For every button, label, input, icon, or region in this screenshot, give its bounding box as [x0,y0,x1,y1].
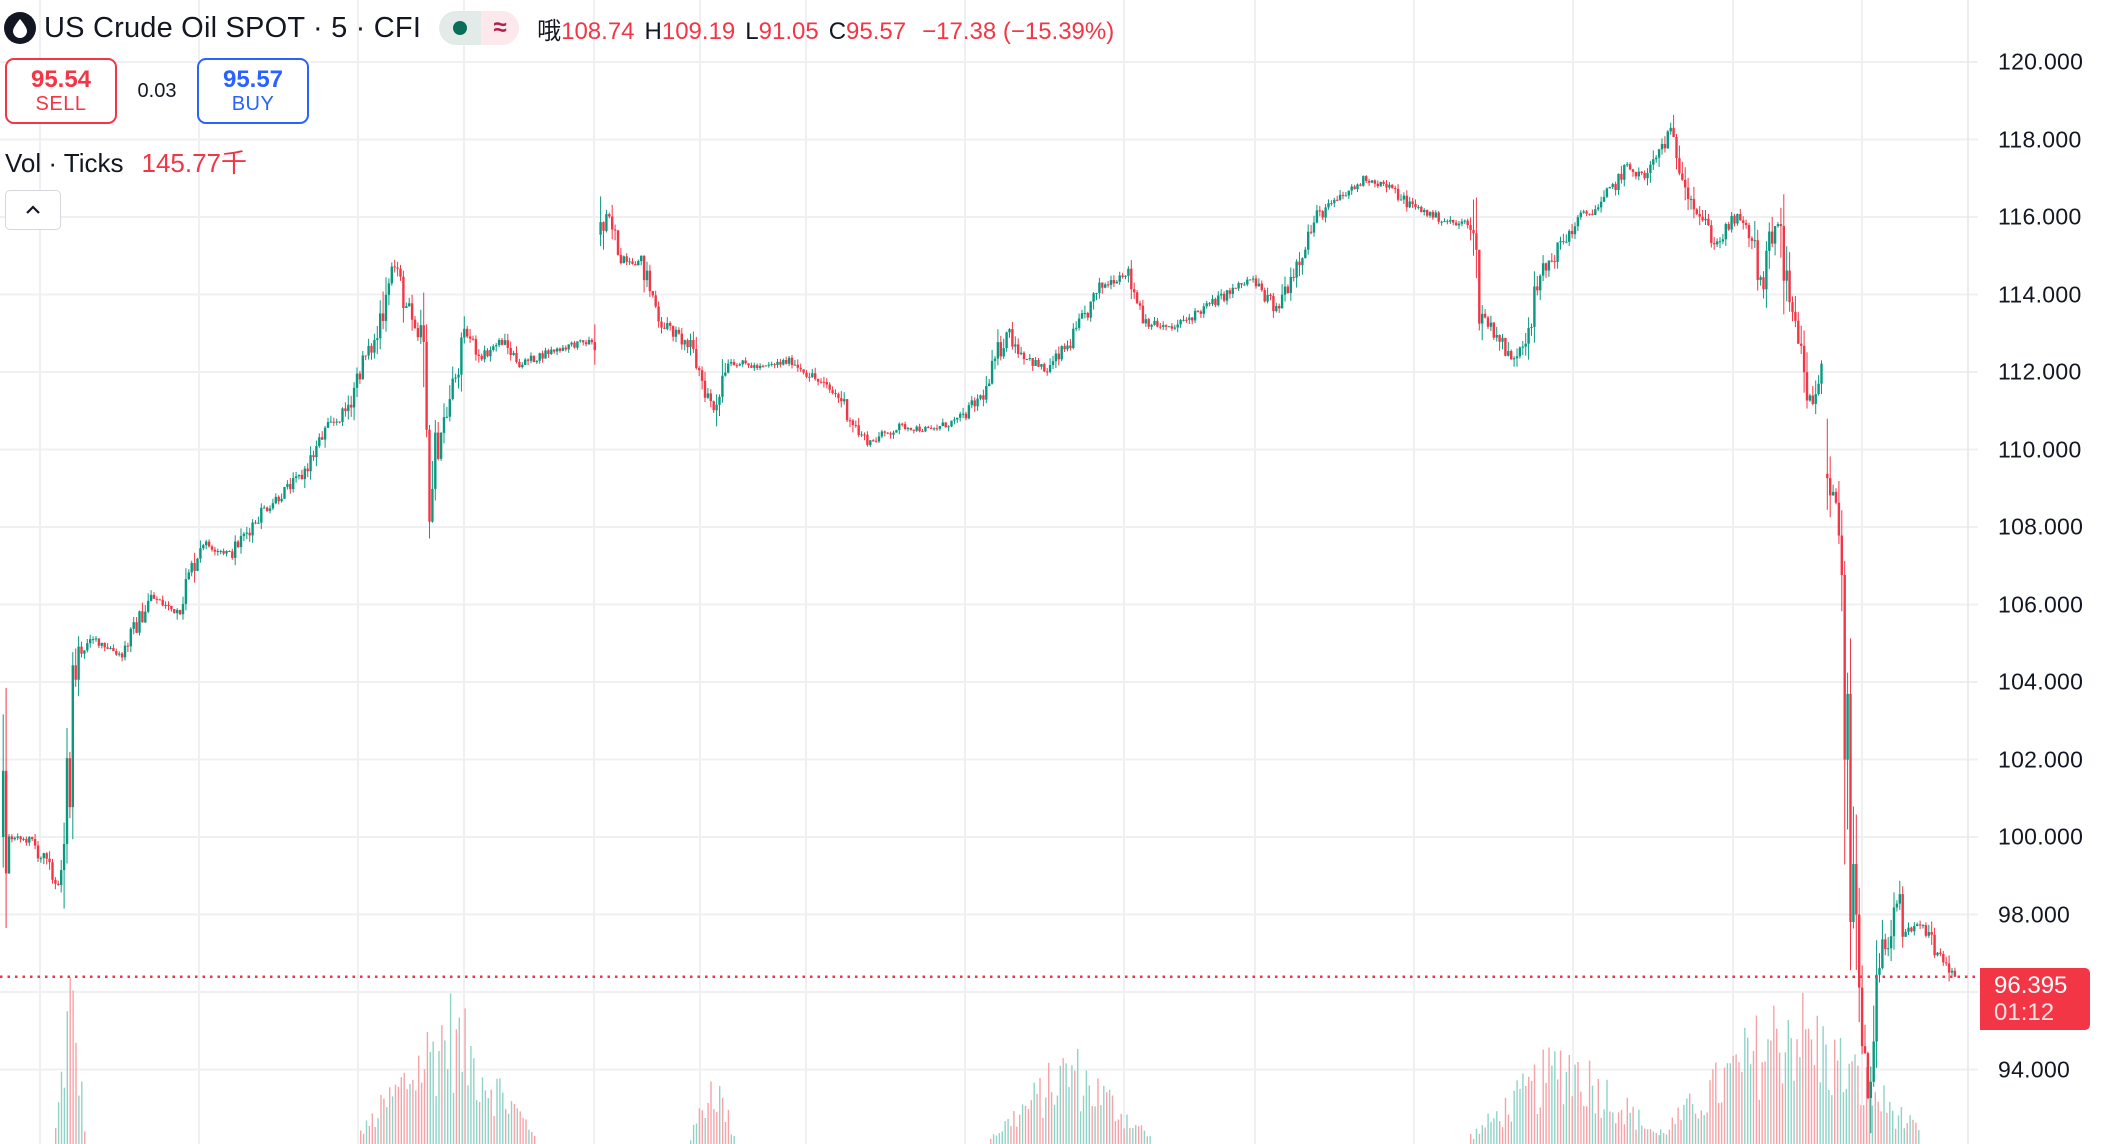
volume-label: Vol · Ticks [5,148,124,178]
chevron-up-icon [26,205,40,214]
collapse-legend-button[interactable] [5,190,61,230]
last-price: 96.395 [1994,972,2068,999]
symbol-title[interactable]: US Crude Oil SPOT · 5 · CFI [44,11,422,44]
price-axis-label: 118.000 [1998,126,2082,152]
price-axis-label: 102.000 [1998,746,2084,772]
sell-button[interactable]: 95.54 SELL [5,58,117,124]
price-axis-label: 112.000 [1998,358,2082,385]
price-axis-label: 110.000 [1998,436,2082,462]
change-value: −17.38 (−15.39%) [922,17,1115,45]
high-value: 109.19 [661,17,736,45]
price-axis-label: 106.000 [1998,591,2084,617]
price-axis-label: 108.000 [1998,513,2084,540]
low-value: 91.05 [758,17,819,45]
volume-legend[interactable]: Vol · Ticks 145.77千 [5,143,247,180]
close-value: 95.57 [846,17,907,45]
last-price-tag: 96.395 01:12 [1980,968,2090,1030]
buy-label: BUY [231,93,275,115]
open-value: 108.74 [561,17,635,45]
buy-button[interactable]: 95.57 BUY [197,58,309,124]
bar-countdown: 01:12 [1994,999,2055,1026]
price-axis-label: 100.000 [1998,823,2084,850]
sell-label: SELL [35,93,87,115]
sell-price: 95.54 [30,66,92,93]
buy-price: 95.57 [222,66,284,93]
low-label: L [745,17,759,45]
close-label: C [828,17,847,45]
oil-drop-icon [4,12,36,44]
price-axis-label: 114.000 [1998,281,2082,307]
price-axis-label: 120.000 [1998,48,2084,75]
high-label: H [644,17,662,45]
price-axis-label: 94.000 [1998,1056,2071,1082]
approx-icon: ≈ [481,11,520,45]
open-label: 哦 [537,17,562,45]
price-axis-label: 116.000 [1998,203,2082,230]
trade-panel: 95.54 SELL 0.03 95.57 BUY [5,58,309,124]
spread-value: 0.03 [137,79,177,102]
price-axis-label: 104.000 [1998,668,2084,695]
volume-value: 145.77千 [141,148,248,178]
price-axis-label: 98.000 [1998,901,2071,927]
market-open-dot-icon [439,11,482,45]
market-status-pill[interactable]: ≈ [439,11,520,45]
ohlc-legend: 哦 108.74 H 109.19 L 91.05 C 95.57 −17.38 (−1… [537,11,1114,46]
